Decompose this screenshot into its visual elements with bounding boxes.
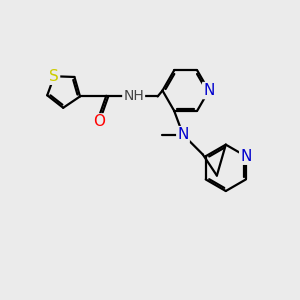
Text: O: O — [93, 114, 105, 129]
Text: S: S — [49, 69, 59, 84]
Text: N: N — [177, 127, 189, 142]
Text: NH: NH — [123, 89, 144, 103]
Text: N: N — [203, 83, 214, 98]
Text: N: N — [240, 149, 252, 164]
